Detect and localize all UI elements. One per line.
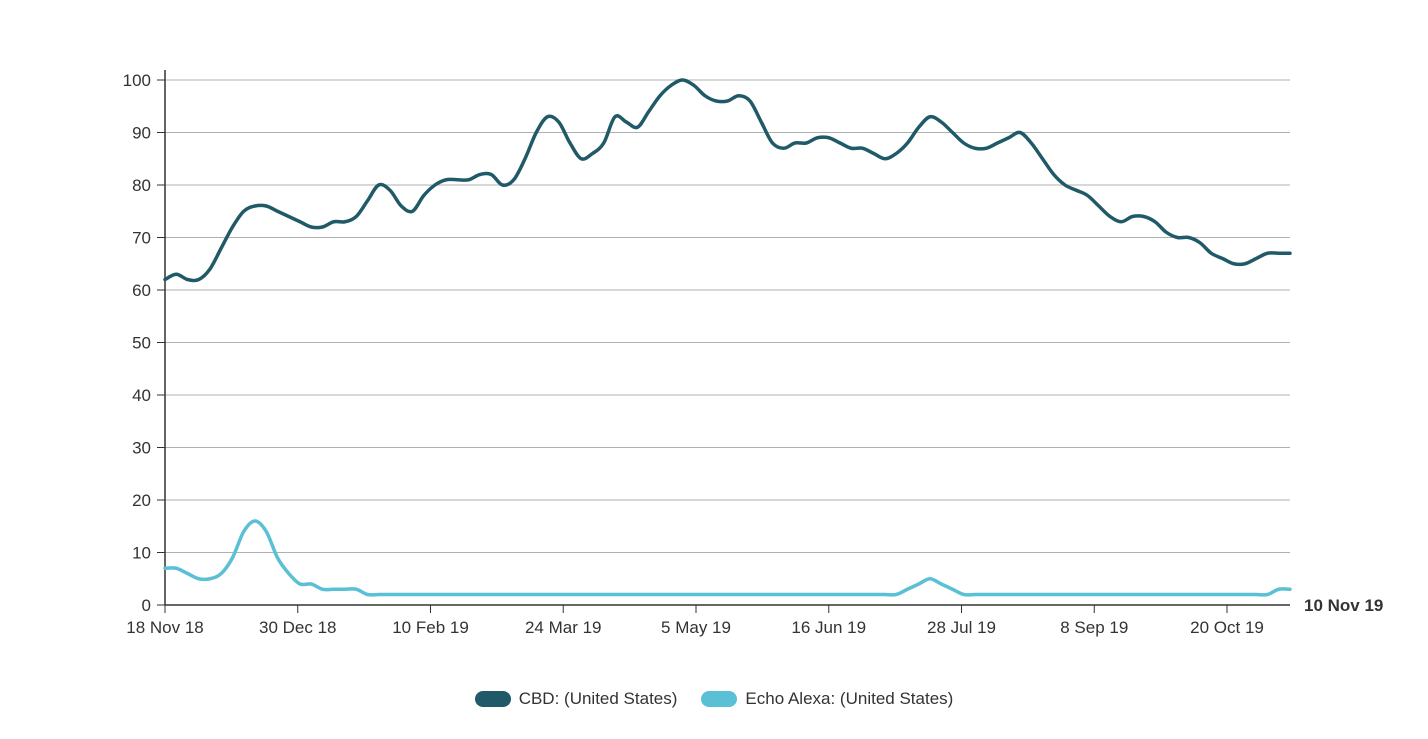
x-axis-label: 28 Jul 19 [927,618,996,637]
x-axis-label: 18 Nov 18 [126,618,204,637]
line-chart: 0 10 20 30 40 50 60 70 80 90 100 18 Nov 18 30 Dec 18… [0,0,1428,660]
legend-label-cbd: CBD: (United States) [519,689,678,709]
x-axis-label: 16 Jun 19 [791,618,866,637]
x-axis-label: 24 Mar 19 [525,618,602,637]
x-axis-label: 20 Oct 19 [1190,618,1264,637]
y-axis-label: 100 [123,71,151,90]
y-axis-label: 0 [142,596,151,615]
y-axis-label: 60 [132,281,151,300]
x-axis-label: 10 Feb 19 [392,618,469,637]
legend: CBD: (United States) Echo Alexa: (United… [0,689,1428,709]
legend-item-cbd: CBD: (United States) [475,689,678,709]
y-axis-label: 40 [132,386,151,405]
y-axis-label: 20 [132,491,151,510]
series-line-1 [165,521,1290,595]
y-axis-label: 80 [132,176,151,195]
legend-swatch-cbd [475,691,511,707]
y-axis-label: 30 [132,439,151,458]
series-line-0 [165,80,1290,281]
y-axis-label: 50 [132,334,151,353]
legend-swatch-echo [701,691,737,707]
legend-label-echo: Echo Alexa: (United States) [745,689,953,709]
x-axis-label: 30 Dec 18 [259,618,337,637]
end-date-label: 10 Nov 19 [1304,596,1383,615]
chart-container: 0 10 20 30 40 50 60 70 80 90 100 18 Nov 18 30 Dec 18… [0,0,1428,739]
y-axis-label: 70 [132,229,151,248]
legend-item-echo: Echo Alexa: (United States) [701,689,953,709]
x-axis-label: 8 Sep 19 [1060,618,1128,637]
y-axis-label: 10 [132,544,151,563]
x-axis-label: 5 May 19 [661,618,731,637]
y-axis-label: 90 [132,124,151,143]
